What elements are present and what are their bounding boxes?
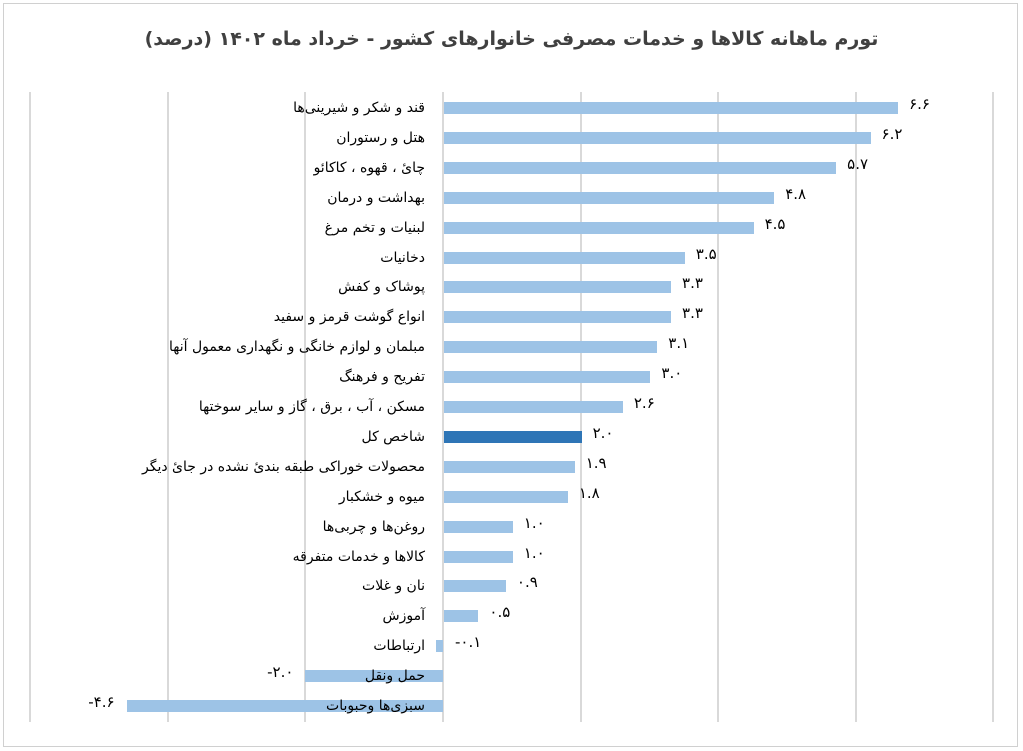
value-label: ۴.۸ — [785, 184, 807, 203]
category-label: لبنیات و تخم مرغ — [324, 219, 425, 236]
category-label: قند و شکر و شیرینی‌ها — [293, 100, 425, 116]
value-label: ۱.۰ — [523, 513, 545, 532]
bar — [444, 550, 513, 563]
value-label: ۶.۶ — [909, 95, 930, 113]
gridline — [304, 92, 307, 722]
value-label: ۳.۵ — [695, 244, 717, 263]
bar — [444, 102, 899, 114]
category-label: هتل و رستوران — [336, 129, 425, 146]
bar — [444, 460, 575, 473]
value-label: ۱.۸ — [578, 483, 600, 502]
value-label: ۳.۳ — [682, 304, 703, 323]
value-label: ۰.۵ — [489, 603, 511, 622]
bar — [444, 131, 871, 144]
value-label: ۶.۲ — [881, 124, 903, 143]
category-label: روغن‌ها و چربی‌ها — [322, 518, 425, 535]
gridline — [166, 92, 169, 722]
category-label: مبلمان و لوازم خانگی و نگهداری معمول آنه… — [169, 339, 425, 356]
gridline — [854, 92, 857, 722]
value-label: ۱.۹ — [585, 453, 607, 472]
bar — [444, 281, 672, 294]
bar — [305, 670, 443, 683]
category-label: بهداشت و درمان — [327, 189, 425, 206]
bar — [444, 341, 658, 354]
category-label: میوه و خشکبار — [338, 488, 425, 505]
category-label: کالاها و خدمات متفرقه — [292, 548, 425, 565]
category-label: مسکن ، آب ، برق ، گاز و سایر سوختها — [198, 399, 425, 415]
bar — [444, 311, 672, 324]
value-label: ۳.۳ — [682, 274, 703, 293]
category-label: چایٔ ، قهوه ، کاکائو — [313, 159, 425, 176]
gridline — [992, 92, 995, 722]
bar — [444, 580, 506, 593]
value-label: -۴.۶ — [88, 693, 115, 711]
bar — [444, 490, 568, 503]
value-label: -۲.۰ — [267, 663, 294, 682]
category-label: حمل ونقل — [364, 668, 425, 685]
category-label: انواع گوشت قرمز و سفید — [273, 309, 425, 326]
value-label: ۲.۰ — [592, 423, 614, 442]
value-label: -۰.۱ — [455, 633, 482, 652]
value-label: ۵.۷ — [847, 154, 869, 173]
bar — [126, 700, 443, 712]
category-label: پوشاک و کفش — [338, 279, 425, 296]
category-label: ارتباطات — [373, 638, 425, 655]
category-label: آموزش — [382, 608, 425, 625]
value-label: ۱.۰ — [523, 543, 545, 562]
category-label: دخانیات — [380, 249, 425, 266]
category-label: سبزی‌ها وحبوبات — [326, 698, 425, 714]
value-label: ۲.۶ — [633, 394, 655, 412]
bar — [444, 251, 685, 264]
category-label: نان و غلات — [362, 578, 425, 595]
zero-axis-line — [442, 92, 444, 722]
value-label: ۳.۰ — [661, 364, 683, 383]
category-label: محصولات خوراکی طبقه بندیٔ نشده در جایٔ د… — [141, 458, 425, 475]
bar — [444, 221, 754, 234]
bar — [444, 371, 651, 384]
gridline — [717, 92, 720, 722]
bar-highlight — [444, 430, 582, 443]
bar — [436, 640, 443, 653]
gridline — [29, 92, 32, 722]
category-label: تفریح و فرهنگ — [339, 369, 425, 386]
value-label: ۰.۹ — [516, 573, 538, 592]
bar — [444, 401, 623, 413]
bar — [444, 161, 837, 174]
value-label: ۴.۵ — [764, 214, 786, 233]
category-label: شاخص کل — [361, 428, 425, 445]
bar — [444, 191, 775, 204]
bar — [444, 610, 479, 623]
value-label: ۳.۱ — [668, 334, 690, 353]
chart-title: تورم ماهانه کالاها و خدمات مصرفی خانواره… — [144, 28, 879, 50]
bar — [444, 520, 513, 533]
